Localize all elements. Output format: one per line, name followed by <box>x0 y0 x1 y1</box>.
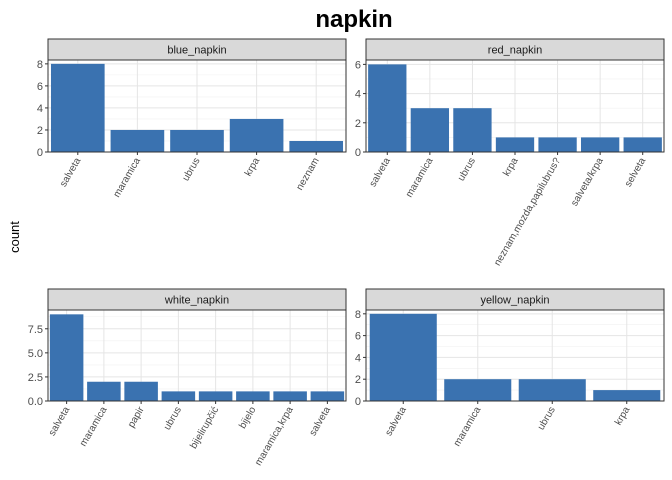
facet-panel-yellow_napkin: yellow_napkin 0 2 4 6 8 salveta maramica ubrus kr… <box>355 288 665 449</box>
x-tick-label: maramica <box>78 405 110 449</box>
facet-strip-label: red_napkin <box>488 45 542 57</box>
x-tick-label: krpa <box>243 156 262 179</box>
x-tick-label: salveta <box>368 156 394 189</box>
x-tick-label: neznam <box>294 156 321 192</box>
x-tick-label: selveta <box>623 156 649 189</box>
bar-maramica <box>410 108 450 152</box>
x-tick-label: ubrus <box>456 156 478 183</box>
bar-maramica <box>87 381 121 401</box>
x-tick-label: ubrus <box>536 405 558 432</box>
x-tick-label: maramica,krpa <box>253 405 296 468</box>
y-tick-label: 7.5 <box>28 324 43 336</box>
bar-bijelo <box>236 391 270 401</box>
y-axis-label: count <box>7 221 22 253</box>
bar-neznam <box>289 140 344 152</box>
bar-maramica <box>110 129 165 152</box>
bar-bijelirupčić <box>198 391 233 401</box>
y-tick-label: 5.0 <box>28 348 43 360</box>
y-tick-label: 2 <box>355 118 361 130</box>
facet-strip-label: blue_napkin <box>167 45 226 57</box>
y-tick-label: 2 <box>355 374 361 386</box>
x-tick-label: maramica <box>404 156 436 200</box>
x-tick-label: maramica <box>452 405 484 449</box>
x-tick-label: krpa <box>501 156 520 179</box>
bar-ubrus <box>161 391 196 401</box>
y-tick-label: 6 <box>355 59 361 71</box>
bar-salveta <box>50 63 105 152</box>
x-tick-label: maramica <box>112 156 144 200</box>
bar-ubrus <box>518 379 586 401</box>
panel-border <box>365 309 665 402</box>
x-tick-label: salveta <box>58 156 84 189</box>
y-tick-label: 6 <box>37 81 43 93</box>
bar-ubrus <box>170 129 224 152</box>
facet-strip-label: yellow_napkin <box>480 295 549 307</box>
bar-neznam,mozda,papilubrus? <box>538 137 577 152</box>
bar-krpa <box>495 137 535 152</box>
x-tick-label: salveta/krpa <box>569 156 606 209</box>
bar-salveta <box>49 314 84 401</box>
bar-ubrus <box>453 108 492 152</box>
x-tick-label: papir <box>126 404 147 429</box>
y-tick-label: 8 <box>37 59 43 71</box>
bar-salveta <box>310 391 345 401</box>
bar-salveta <box>368 64 407 152</box>
facet-strip-label: white_napkin <box>164 295 229 307</box>
x-tick-label: salveta <box>308 405 334 438</box>
x-tick-label: bijelo <box>237 405 258 431</box>
panel-border <box>47 309 347 402</box>
y-tick-label: 2.5 <box>28 372 43 384</box>
x-tick-label: ubrus <box>181 156 203 183</box>
y-tick-label: 0 <box>37 147 43 159</box>
bar-salveta <box>369 313 437 401</box>
bar-maramica,krpa <box>273 391 307 401</box>
y-tick-label: 2 <box>37 125 43 137</box>
bar-krpa <box>593 390 661 401</box>
bar-krpa <box>229 118 284 152</box>
y-tick-label: 6 <box>355 331 361 343</box>
y-tick-label: 4 <box>355 89 361 101</box>
y-tick-label: 0 <box>355 396 361 408</box>
x-tick-label: krpa <box>613 405 632 428</box>
y-tick-label: 4 <box>355 352 361 364</box>
x-tick-label: salveta <box>383 405 409 438</box>
x-tick-label: salveta <box>47 405 73 438</box>
bar-papir <box>124 381 158 401</box>
bar-selveta <box>623 137 662 152</box>
y-tick-label: 8 <box>355 309 361 321</box>
y-tick-label: 0.0 <box>28 396 43 408</box>
facet-panel-blue_napkin: blue_napkin 0 2 4 6 8 salveta maramica ubrus krpa… <box>37 38 347 200</box>
bar-maramica <box>444 379 512 401</box>
bar-salveta/krpa <box>580 137 620 152</box>
chart-title: napkin <box>315 6 392 33</box>
x-tick-label: bijelirupčić <box>188 405 221 451</box>
y-tick-label: 4 <box>37 103 43 115</box>
y-tick-label: 0 <box>355 147 361 159</box>
x-tick-label: ubrus <box>162 405 184 432</box>
